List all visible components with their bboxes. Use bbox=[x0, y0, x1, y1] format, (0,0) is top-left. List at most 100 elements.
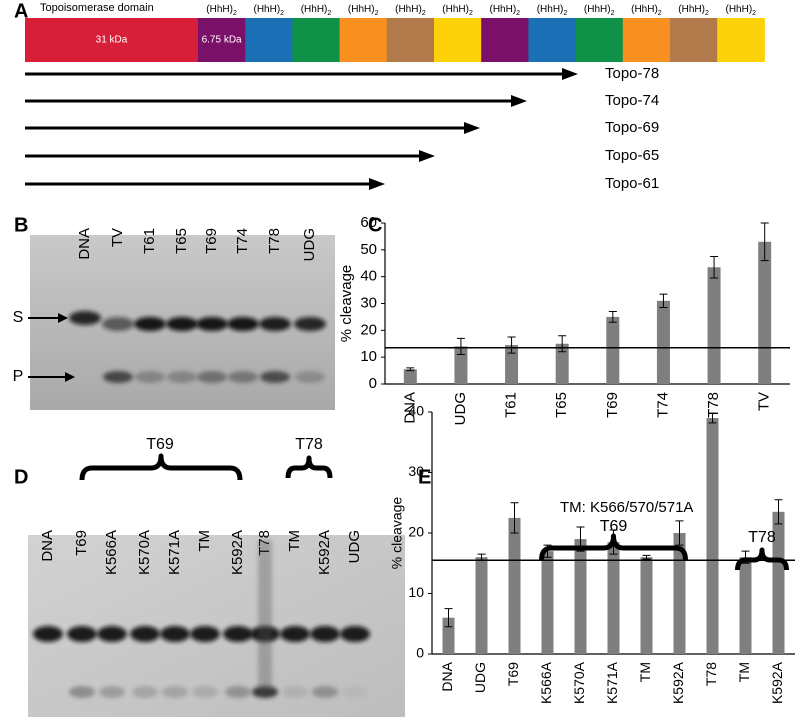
repeat-label-text: (HhH) bbox=[442, 4, 469, 15]
repeat-label-subscript: 2 bbox=[327, 10, 331, 17]
group-brace bbox=[285, 455, 333, 479]
error-bar bbox=[608, 311, 617, 323]
repeat-label-subscript: 2 bbox=[422, 10, 426, 17]
panel-label: A bbox=[14, 0, 28, 22]
gel-band bbox=[160, 626, 190, 642]
repeat-label-text: (HhH) bbox=[726, 4, 753, 15]
repeat-label: (HhH)2 bbox=[442, 4, 473, 17]
gel-band bbox=[223, 626, 253, 642]
error-bar bbox=[507, 336, 516, 354]
bar bbox=[606, 316, 620, 384]
bar bbox=[640, 557, 653, 654]
gel-band bbox=[310, 626, 340, 642]
gel-band bbox=[259, 317, 291, 331]
error-bar bbox=[710, 256, 719, 279]
group-brace bbox=[79, 453, 243, 481]
lane-label: DNA bbox=[76, 228, 93, 260]
gel-band bbox=[228, 371, 258, 383]
bar bbox=[707, 267, 721, 384]
x-tick-label: K566A bbox=[538, 661, 554, 704]
repeat-label: (HhH)2 bbox=[584, 4, 615, 17]
repeat-label: (HhH)2 bbox=[301, 4, 332, 17]
lane-label: K566A bbox=[103, 530, 120, 575]
x-tick-label: T69 bbox=[604, 392, 621, 418]
repeat-label-text: (HhH) bbox=[348, 4, 375, 15]
arrow-head bbox=[419, 150, 435, 162]
repeat-label: (HhH)2 bbox=[631, 4, 662, 17]
bar bbox=[475, 557, 488, 654]
lane-label: T69 bbox=[73, 530, 90, 556]
error-bar bbox=[675, 520, 684, 546]
y-tick-label: 10 bbox=[360, 348, 377, 365]
bar bbox=[607, 542, 620, 654]
domain-segment bbox=[245, 18, 293, 62]
repeat-label: (HhH)2 bbox=[726, 4, 757, 17]
lane-label: TV bbox=[109, 228, 126, 247]
repeat-label-text: (HhH) bbox=[254, 4, 281, 15]
gel-smear bbox=[258, 540, 272, 690]
x-tick-label: K570A bbox=[571, 661, 587, 704]
error-bar bbox=[774, 499, 783, 525]
y-tick-label: 20 bbox=[360, 321, 377, 338]
y-tick-label: 40 bbox=[360, 268, 377, 285]
y-tick-label: 40 bbox=[408, 403, 424, 419]
gel-band bbox=[166, 317, 198, 331]
repeat-label: (HhH)2 bbox=[395, 4, 426, 17]
gel-band bbox=[197, 371, 227, 383]
gel-band bbox=[294, 317, 326, 331]
gel-band bbox=[162, 686, 188, 698]
arrow-head bbox=[562, 68, 578, 80]
domain-segment bbox=[434, 18, 482, 62]
y-tick-label: 0 bbox=[416, 645, 424, 661]
domain-segment bbox=[339, 18, 388, 62]
error-bar bbox=[444, 608, 453, 628]
lane-label: UDG bbox=[301, 228, 318, 261]
error-bar bbox=[642, 554, 651, 560]
bar bbox=[673, 533, 686, 654]
x-tick-label: UDG bbox=[452, 392, 469, 425]
lane-label: K571A bbox=[166, 530, 183, 575]
gel-band bbox=[192, 686, 218, 698]
repeat-label-subscript: 2 bbox=[280, 10, 284, 17]
y-tick-label: 10 bbox=[408, 584, 424, 600]
bar bbox=[508, 517, 521, 654]
repeat-label-subscript: 2 bbox=[469, 10, 473, 17]
gel-band bbox=[33, 626, 63, 642]
repeat-label-text: (HhH) bbox=[490, 4, 517, 15]
repeat-label-subscript: 2 bbox=[705, 10, 709, 17]
gel-band bbox=[167, 371, 197, 383]
gel-band bbox=[102, 317, 134, 331]
x-tick-label: T61 bbox=[503, 392, 520, 418]
x-tick-label: T69 bbox=[505, 662, 521, 686]
error-bar bbox=[659, 293, 668, 309]
error-bar bbox=[456, 337, 465, 355]
gel-band bbox=[69, 311, 101, 325]
repeat-label-subscript: 2 bbox=[375, 10, 379, 17]
gel-band bbox=[132, 686, 158, 698]
x-tick-label: K571A bbox=[604, 661, 620, 704]
group-label: T78 bbox=[295, 436, 323, 453]
domain-segment bbox=[25, 18, 199, 62]
repeat-label-text: (HhH) bbox=[301, 4, 328, 15]
x-tick-label: T74 bbox=[654, 392, 671, 418]
x-tick-label: T78 bbox=[705, 392, 722, 418]
repeat-label-text: (HhH) bbox=[631, 4, 658, 15]
gel-marker: S bbox=[13, 309, 24, 326]
gel-band bbox=[225, 686, 251, 698]
domain-segment bbox=[481, 18, 529, 62]
gel-band bbox=[135, 371, 165, 383]
construct-label: Topo-78 bbox=[605, 65, 659, 82]
domain-segment bbox=[575, 18, 624, 62]
bar bbox=[706, 418, 719, 654]
repeat-label-text: (HhH) bbox=[678, 4, 705, 15]
lane-label: UDG bbox=[346, 530, 363, 563]
repeat-label-subscript: 2 bbox=[516, 10, 520, 17]
gel-band bbox=[190, 626, 220, 642]
arrow-head bbox=[464, 122, 480, 134]
gel-band bbox=[282, 686, 308, 698]
bar bbox=[555, 343, 569, 384]
domain-segment bbox=[528, 18, 577, 62]
y-tick-label: 50 bbox=[360, 241, 377, 258]
repeat-label-subscript: 2 bbox=[563, 10, 567, 17]
